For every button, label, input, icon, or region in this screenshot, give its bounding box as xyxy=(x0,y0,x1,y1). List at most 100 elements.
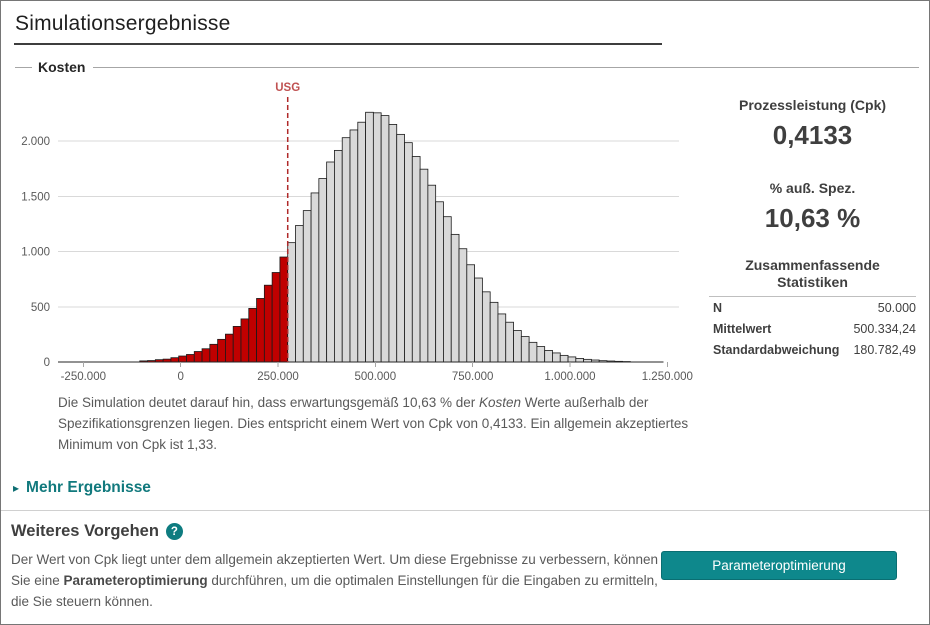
stat-mean-value: 500.334,24 xyxy=(853,322,916,336)
stat-n-label: N xyxy=(713,301,723,315)
histogram-bar xyxy=(489,301,499,363)
parameter-optimization-button[interactable]: Parameteroptimierung xyxy=(661,551,897,580)
kosten-histogram-chart: -250.000 0 250.000 500.000 750.000 1.000.000 1… xyxy=(21,82,693,382)
y-axis-label: 1.000 xyxy=(21,247,50,259)
histogram-bar xyxy=(513,330,522,363)
histogram-bar xyxy=(232,326,242,363)
histogram-bar xyxy=(567,356,577,363)
histogram-bar xyxy=(217,338,226,363)
histogram-bar xyxy=(302,210,312,363)
histogram-bar xyxy=(419,168,429,363)
x-axis-label: 0 xyxy=(177,371,183,382)
histogram-bar xyxy=(263,284,273,363)
histogram-bar xyxy=(341,137,351,363)
y-axis-label: 1.500 xyxy=(21,191,50,203)
x-axis-label: 250.000 xyxy=(257,371,299,382)
histogram-bar xyxy=(365,111,374,363)
table-row: Mittelwert 500.334,24 xyxy=(709,318,916,339)
histogram-bar xyxy=(256,298,265,363)
histogram-bar xyxy=(248,308,257,363)
y-axis-label: 0 xyxy=(44,357,50,369)
histogram-bar xyxy=(520,336,530,363)
title-underline xyxy=(14,43,662,45)
histogram-bar xyxy=(357,121,366,363)
summary-part2: Werte außerhalb der Spezifikationsgrenze… xyxy=(58,395,689,452)
histogram-bar xyxy=(466,264,475,363)
histogram-bar xyxy=(443,216,452,363)
histogram-bar xyxy=(271,272,281,363)
histogram-bar xyxy=(295,225,304,363)
histogram-bar xyxy=(201,348,211,363)
cpk-label: Prozessleistung (Cpk) xyxy=(738,97,887,113)
histogram-bar xyxy=(411,156,421,363)
histogram-bar xyxy=(334,149,343,363)
stat-stdev-label: Standardabweichung xyxy=(713,343,840,357)
histogram-bar xyxy=(193,351,203,363)
chevron-right-icon: ▸ xyxy=(13,481,20,495)
histogram-bar xyxy=(404,142,413,363)
histogram-bar xyxy=(450,233,460,363)
histogram-bar xyxy=(435,201,444,363)
histogram-bar xyxy=(396,133,405,363)
histogram-bar xyxy=(497,313,507,363)
next-steps-part1: Der Wert von Cpk liegt unter dem allgeme… xyxy=(11,552,659,588)
more-results-label: Mehr Ergebnisse xyxy=(26,479,151,496)
button-container: Parameteroptimierung xyxy=(661,549,929,612)
y-axis-label: 500 xyxy=(31,302,50,314)
summary-statistics-title: Zusammenfassende Statistiken xyxy=(709,257,916,297)
histogram-bar xyxy=(388,124,398,363)
next-steps-bold: Parameteroptimierung xyxy=(63,573,208,588)
x-axis-label: -250.000 xyxy=(61,371,106,382)
section-title-kosten: Kosten xyxy=(38,59,86,75)
summary-statistics-table: Zusammenfassende Statistiken N 50.000 Mi… xyxy=(709,257,916,360)
histogram-bar xyxy=(186,354,195,363)
histogram-bar xyxy=(287,242,296,363)
stat-n-value: 50.000 xyxy=(877,301,916,315)
histogram-bar xyxy=(225,333,234,363)
stat-stdev-value: 180.782,49 xyxy=(853,343,916,357)
histogram-bar xyxy=(474,277,483,363)
kosten-groupbox-legend: Kosten xyxy=(1,58,929,76)
summary-variable-name: Kosten xyxy=(479,395,522,410)
out-of-spec-value: 10,63 % xyxy=(764,203,861,233)
statistics-panel: Prozessleistung (Cpk) 0,4133 % auß. Spez… xyxy=(701,76,929,455)
next-steps-text: Der Wert von Cpk liegt unter dem allgeme… xyxy=(11,549,661,612)
histogram-bar xyxy=(380,115,390,363)
stat-mean-label: Mittelwert xyxy=(713,322,772,336)
chart-column: -250.000 0 250.000 500.000 750.000 1.000.000 1… xyxy=(1,76,701,455)
page-title: Simulationsergebnisse xyxy=(15,12,231,35)
histogram-bar xyxy=(536,346,546,363)
legend-line-right xyxy=(93,66,919,68)
help-icon[interactable]: ? xyxy=(165,523,183,540)
next-steps-heading: Weiteres Vorgehen xyxy=(11,522,159,540)
more-results-expander[interactable]: ▸ Mehr Ergebnisse xyxy=(13,479,151,497)
histogram-bar xyxy=(544,349,553,363)
simulation-summary-text: Die Simulation deutet darauf hin, dass e… xyxy=(58,392,691,455)
x-axis-label: 1.250.000 xyxy=(642,371,693,382)
next-steps-heading-row: Weiteres Vorgehen ? xyxy=(11,522,929,541)
usg-label: USG xyxy=(275,82,300,94)
histogram-bar xyxy=(326,161,335,363)
section-separator xyxy=(1,510,929,511)
histogram-bar xyxy=(209,343,219,363)
histogram-bar xyxy=(481,291,491,363)
y-axis-label: 2.000 xyxy=(21,136,50,148)
histogram-bar xyxy=(310,192,320,363)
table-row: Standardabweichung 180.782,49 xyxy=(709,339,916,360)
summary-statistics-title-line1: Zusammenfassende xyxy=(745,257,880,273)
out-of-spec-label: % auß. Spez. xyxy=(769,180,856,196)
legend-line-left xyxy=(15,66,32,68)
x-axis-label: 500.000 xyxy=(355,371,397,382)
histogram-bar xyxy=(372,112,382,363)
summary-statistics-title-line2: Statistiken xyxy=(777,274,848,290)
histogram-bar xyxy=(458,248,468,363)
histogram-bar xyxy=(240,318,250,363)
results-content-row: -250.000 0 250.000 500.000 750.000 1.000.000 1… xyxy=(1,76,929,455)
cpk-value: 0,4133 xyxy=(772,120,853,150)
histogram-bar xyxy=(505,321,514,363)
x-axis-label: 1.000.000 xyxy=(544,371,595,382)
next-steps-part2: durchführen, um die optimalen Einstellun… xyxy=(11,573,658,609)
histogram-bar xyxy=(528,341,538,363)
next-steps-row: Der Wert von Cpk liegt unter dem allgeme… xyxy=(1,549,929,612)
histogram-bar xyxy=(552,352,561,363)
